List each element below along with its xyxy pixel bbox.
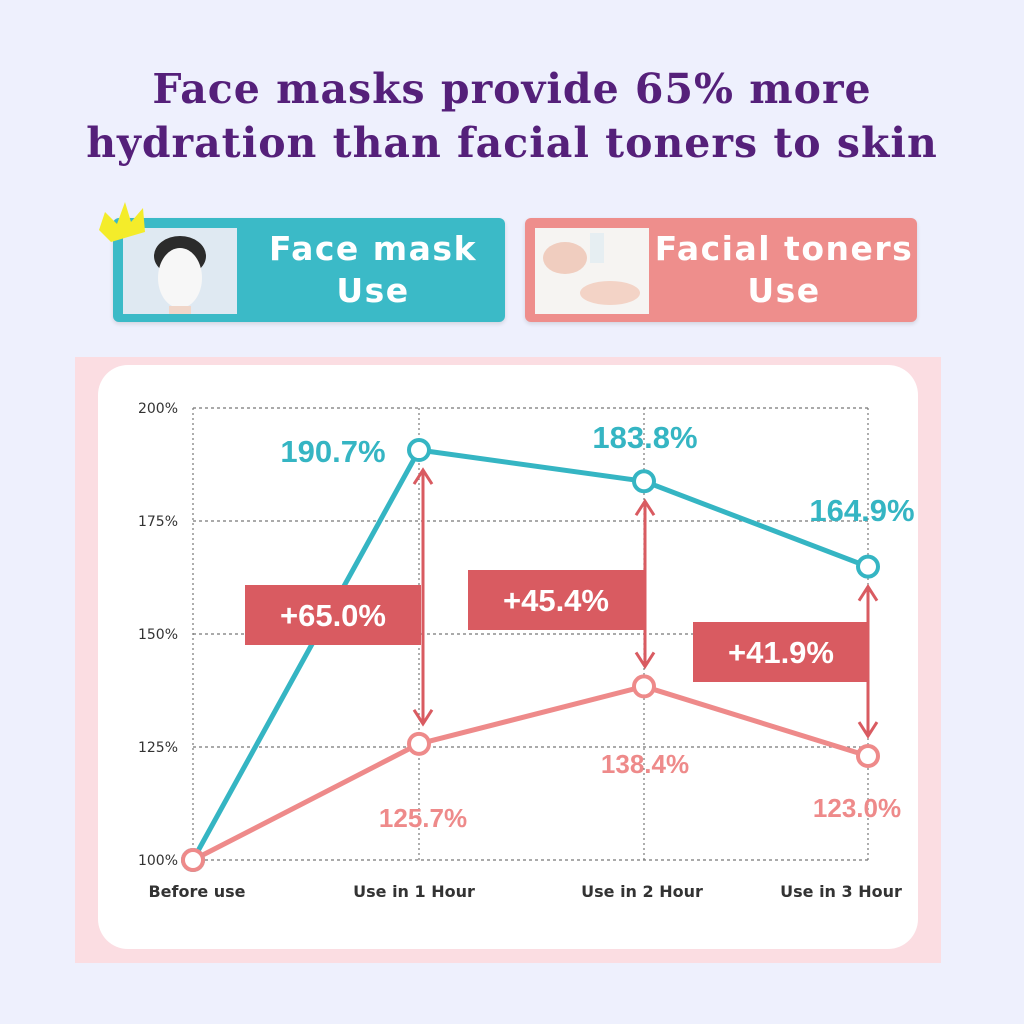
- data-label: 164.9%: [809, 493, 914, 528]
- x-tick-label: Use in 3 Hour: [780, 882, 902, 901]
- arrow-down-icon: [857, 721, 879, 739]
- legend-label-line: Face mask: [268, 229, 478, 268]
- arrow-down-icon: [412, 709, 434, 727]
- legend-label-line: Use: [747, 271, 821, 310]
- crown-icon: [99, 202, 145, 242]
- x-tick-label: Use in 2 Hour: [581, 882, 703, 901]
- legend-facial-toners: Facial toners Use: [525, 218, 917, 322]
- data-point-marker: [407, 731, 431, 756]
- legend-face-mask: Face mask Use: [99, 202, 505, 322]
- y-tick-label: 100%: [138, 853, 178, 869]
- title-line-2: hydration than facial toners to skin: [86, 119, 938, 167]
- legend-label-line: Facial toners: [654, 229, 914, 268]
- y-tick-label: 125%: [138, 740, 178, 756]
- data-label: 190.7%: [280, 434, 385, 469]
- y-tick-label: 175%: [138, 514, 178, 530]
- data-point-marker: [632, 469, 656, 494]
- difference-label: +45.4%: [503, 583, 609, 618]
- arrow-up-icon: [857, 583, 879, 602]
- data-label: 183.8%: [592, 420, 697, 455]
- legend-face-mask-label: Face mask Use: [253, 218, 493, 322]
- data-label: 123.0%: [813, 793, 901, 823]
- data-label: 125.7%: [379, 803, 467, 833]
- facial-toner-photo: [535, 228, 649, 314]
- difference-box: [245, 585, 421, 645]
- legend-label-line: Use: [336, 271, 410, 310]
- difference-label: +41.9%: [728, 635, 834, 670]
- x-tick-label: Use in 1 Hour: [353, 882, 475, 901]
- difference-label: +65.0%: [280, 598, 386, 633]
- series-line: [191, 683, 869, 863]
- arrow-up-icon: [634, 498, 656, 517]
- data-label: 138.4%: [601, 749, 689, 779]
- series-line: [190, 447, 869, 862]
- page-title: Face masks provide 65% more hydration th…: [0, 62, 1024, 170]
- data-point-marker: [632, 674, 656, 699]
- y-tick-label: 200%: [138, 401, 178, 417]
- data-point-marker: [407, 438, 431, 463]
- arrow-down-icon: [634, 651, 656, 670]
- difference-box: [693, 622, 869, 682]
- data-point-marker: [856, 744, 880, 769]
- arrow-up-icon: [412, 467, 434, 485]
- y-tick-label: 150%: [138, 627, 178, 643]
- data-point-marker: [856, 554, 880, 579]
- data-point-marker: [181, 848, 205, 872]
- x-tick-label: Before use: [148, 882, 245, 901]
- legend-facial-toners-label: Facial toners Use: [653, 218, 915, 322]
- face-mask-photo: [123, 228, 237, 314]
- title-line-1: Face masks provide 65% more: [152, 65, 872, 113]
- difference-box: [468, 570, 644, 630]
